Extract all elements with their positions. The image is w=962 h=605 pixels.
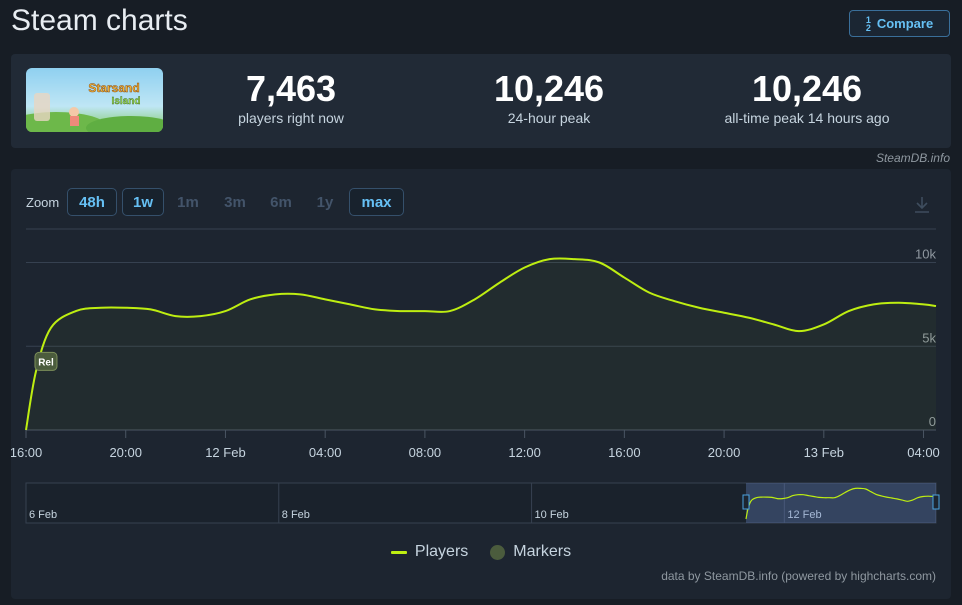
- x-tick-label: 13 Feb: [804, 445, 844, 460]
- zoom-button-1y[interactable]: 1y: [316, 193, 334, 211]
- zoom-button-3m[interactable]: 3m: [224, 193, 246, 211]
- peak-24h-value: 10,246: [493, 68, 605, 109]
- navigator-handle: [742, 494, 750, 510]
- y-tick-label: 10k: [915, 247, 936, 262]
- zoom-button-48h[interactable]: 48h: [67, 188, 117, 216]
- players-area: [26, 258, 936, 430]
- footer-credit[interactable]: data by SteamDB.info (powered by highcha…: [661, 569, 936, 583]
- peak-24h-label: 24-hour peak: [507, 110, 591, 126]
- peak-all-time-value: 10,246: [751, 68, 863, 109]
- navigator-date-label: 8 Feb: [282, 509, 310, 521]
- x-tick-label: 20:00: [109, 445, 142, 460]
- compare-button-label: Compare: [876, 16, 934, 31]
- marker-rel-label: Rel: [38, 357, 54, 368]
- navigator-handle: [932, 494, 940, 510]
- zoom-button-1w[interactable]: 1w: [122, 188, 164, 216]
- x-tick-label: 16:00: [11, 445, 42, 460]
- x-tick-label: 04:00: [907, 445, 940, 460]
- stats-panel: Starsand Island 7,463 players right now …: [11, 54, 951, 148]
- svg-text:Island: Island: [112, 96, 141, 107]
- peak-all-time-label: all-time peak 14 hours ago: [724, 110, 890, 126]
- x-tick-label: 12:00: [508, 445, 541, 460]
- steamdb-credit[interactable]: SteamDB.info: [875, 151, 950, 165]
- y-tick-label: 5k: [922, 330, 936, 345]
- y-tick-label: 0: [929, 414, 936, 429]
- navigator-line: [745, 487, 937, 520]
- x-tick-label: 04:00: [309, 445, 342, 460]
- zoom-button-max[interactable]: max: [349, 188, 404, 216]
- zoom-label: Zoom: [26, 195, 60, 210]
- stat-players-now: 7,463 players right now: [181, 68, 401, 126]
- legend: Players Markers: [11, 543, 951, 561]
- legend-item-markers[interactable]: Markers: [490, 543, 571, 561]
- zoom-button-1m[interactable]: 1m: [177, 193, 199, 211]
- legend-item-players[interactable]: Players: [390, 543, 469, 561]
- x-tick-label: 20:00: [708, 445, 741, 460]
- navigator-date-label: 6 Feb: [29, 509, 57, 521]
- x-tick-label: 08:00: [409, 445, 442, 460]
- navigator-date-label: 12 Feb: [787, 509, 821, 521]
- svg-text:Starsand: Starsand: [88, 81, 139, 95]
- marker-rel-badge: [34, 351, 58, 371]
- legend-label-markers: Markers: [513, 543, 572, 560]
- download-icon[interactable]: [913, 195, 931, 220]
- stat-all-time-peak: 10,246 all-time peak 14 hours ago: [697, 68, 917, 126]
- players-legend-line: [390, 550, 407, 554]
- x-tick-label: 12 Feb: [205, 445, 245, 460]
- players-line: [25, 257, 937, 431]
- players-now-value: 7,463: [245, 68, 337, 109]
- game-logo[interactable]: Starsand Island: [26, 68, 163, 132]
- players-now-label: players right now: [238, 110, 344, 126]
- page-title: Steam charts: [11, 4, 188, 37]
- markers-legend-dot: [490, 544, 506, 560]
- legend-label-players: Players: [414, 543, 469, 560]
- x-tick-label: 16:00: [608, 445, 641, 460]
- navigator-selection: [746, 483, 936, 523]
- players-chart[interactable]: 0 5k 10k 16:00 20:00 12 Feb 04:00 08:00 12:00 16:…: [11, 169, 951, 599]
- navigator-date-label: 10 Feb: [535, 509, 569, 521]
- zoom-button-6m[interactable]: 6m: [270, 193, 292, 211]
- stat-24h-peak: 10,246 24-hour peak: [439, 68, 659, 126]
